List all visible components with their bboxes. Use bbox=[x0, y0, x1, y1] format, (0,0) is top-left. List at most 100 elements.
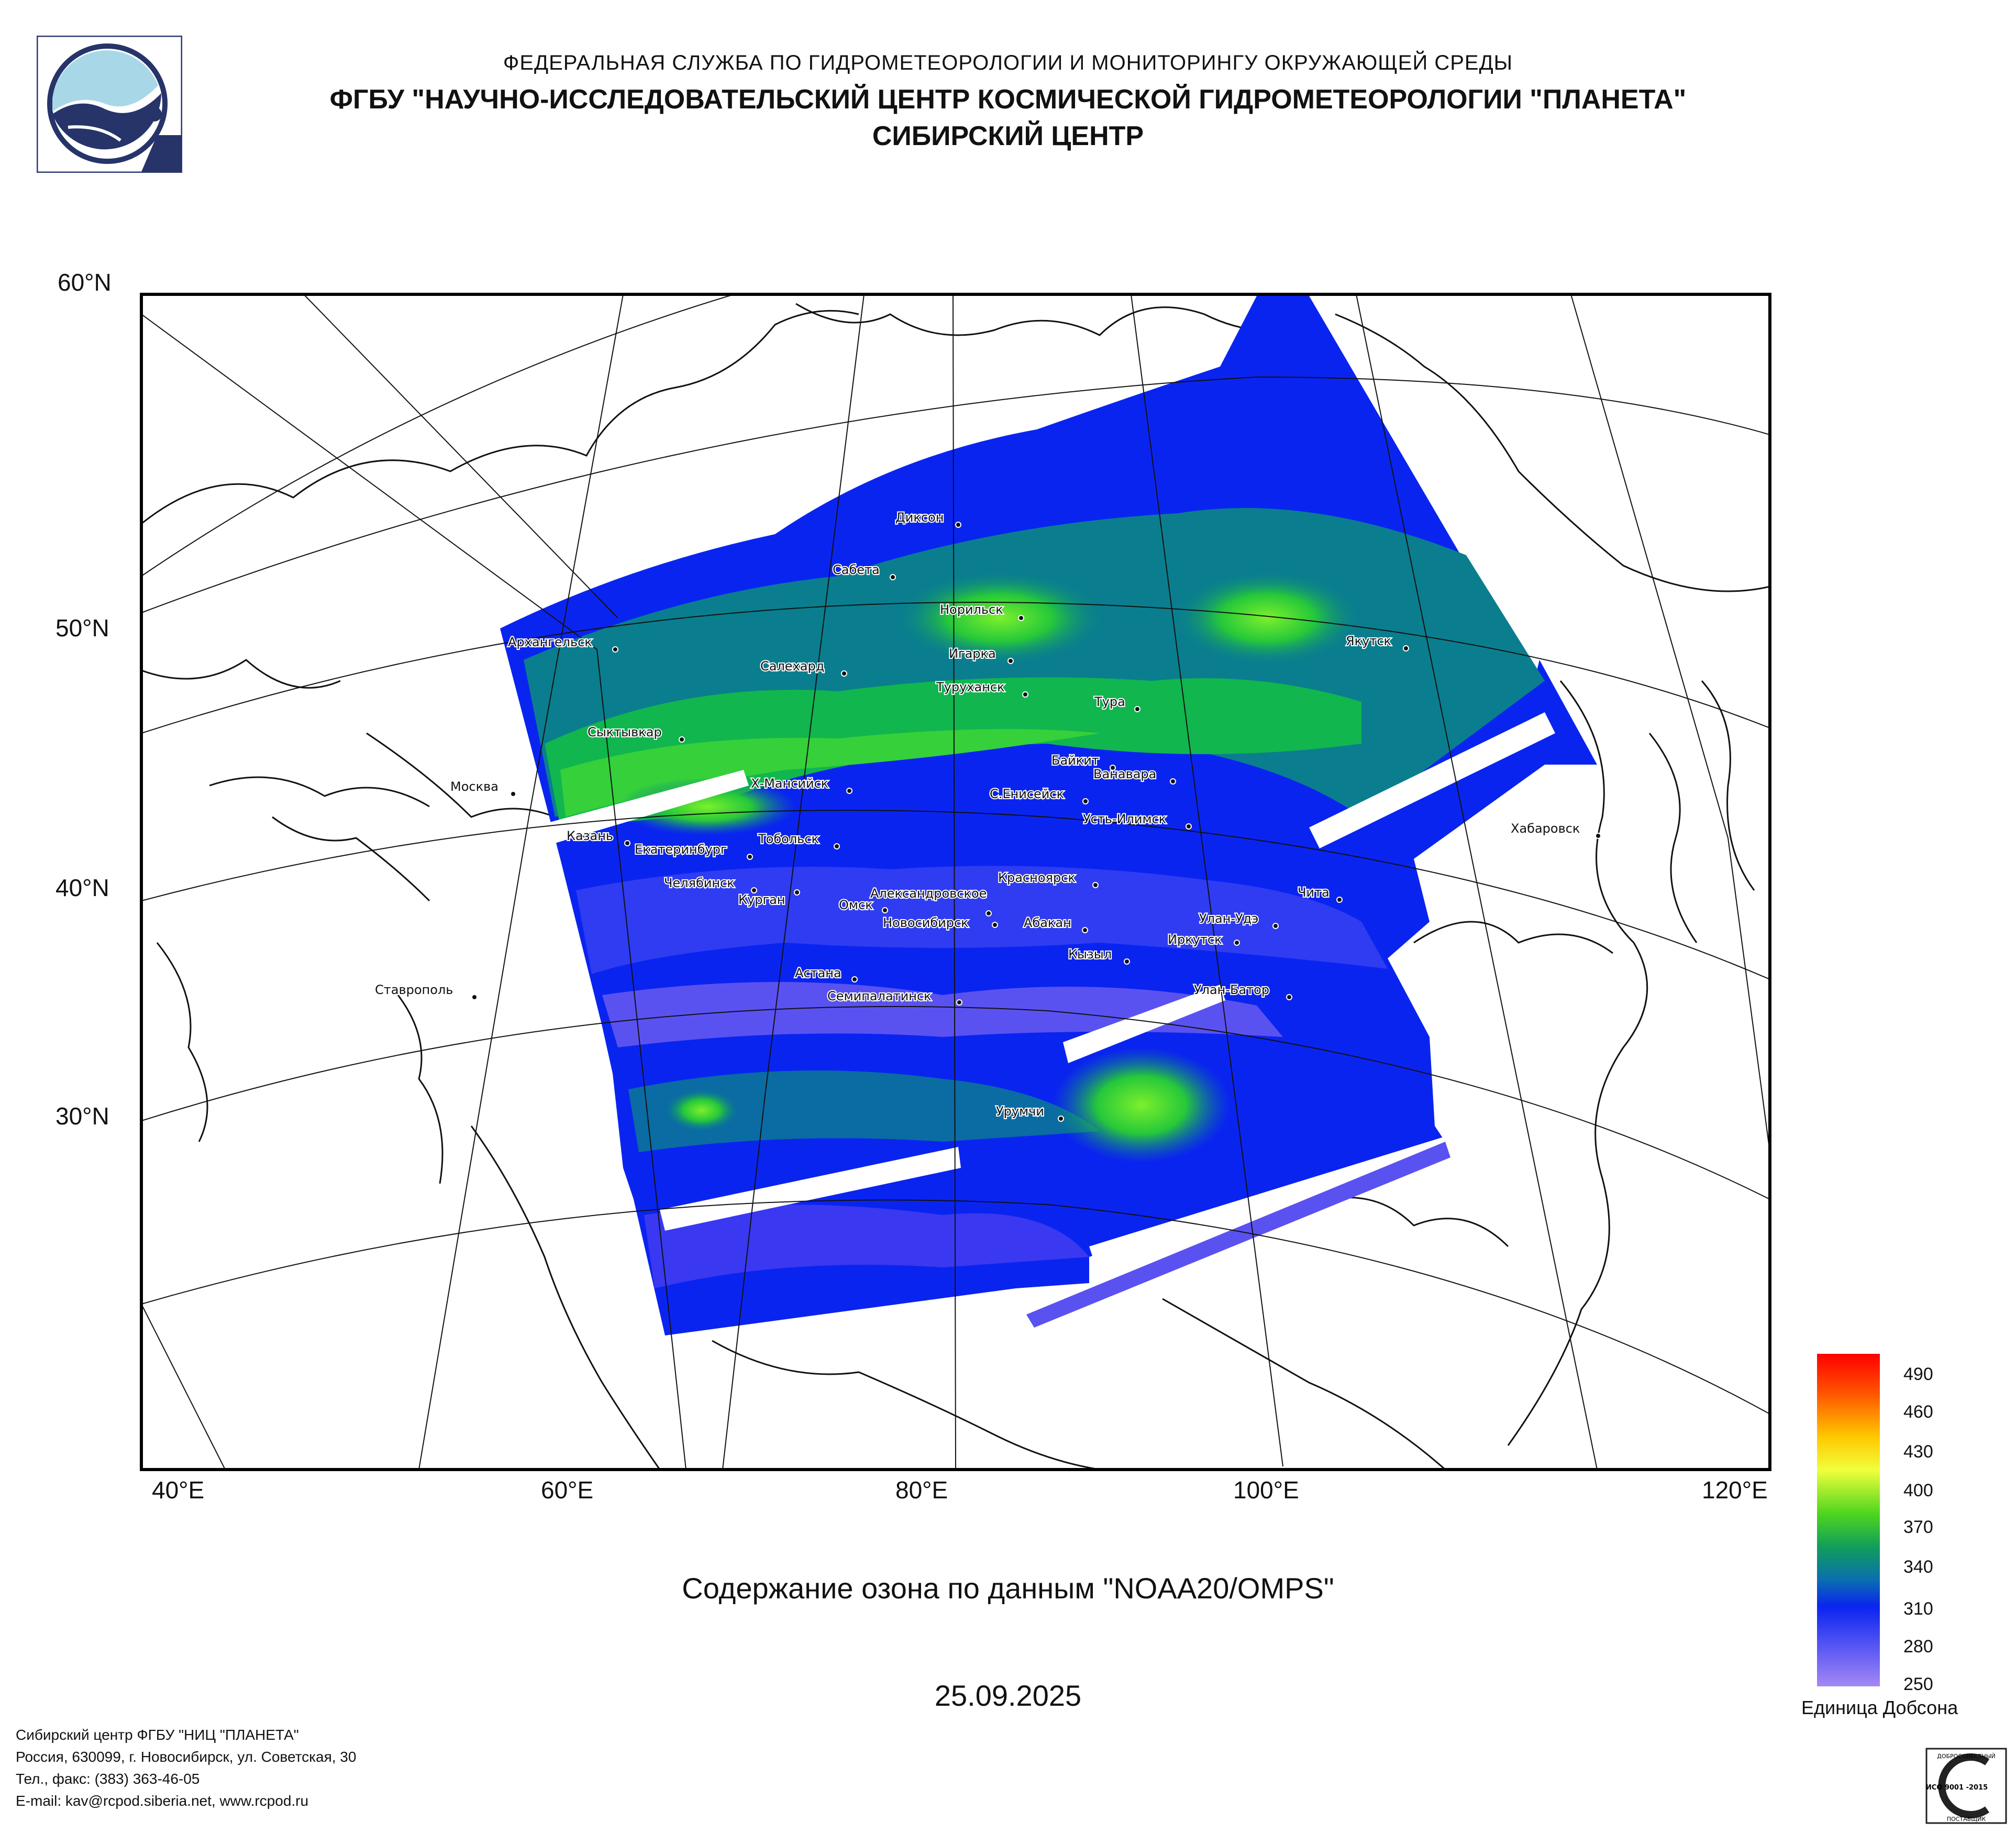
svg-text:Москва: Москва bbox=[450, 779, 499, 794]
city-arkhangelsk: Архангельск bbox=[507, 634, 618, 653]
city-dikson: Диксон bbox=[894, 509, 961, 528]
svg-text:Сабета: Сабета bbox=[833, 562, 880, 577]
svg-text:Чита: Чита bbox=[1298, 885, 1330, 900]
svg-text:Туруханск: Туруханск bbox=[936, 680, 1005, 694]
agency-title: ФЕДЕРАЛЬНАЯ СЛУЖБА ПО ГИДРОМЕТЕОРОЛОГИИ … bbox=[503, 51, 1513, 74]
legend-unit: Единица Добсона bbox=[1801, 1697, 1958, 1718]
lat-label-60: 60°N bbox=[58, 269, 112, 296]
city-chita: Чита bbox=[1297, 884, 1343, 903]
svg-text:Курган: Курган bbox=[738, 892, 785, 907]
city-astana: Астана bbox=[794, 965, 858, 982]
city-baykit: Байкит bbox=[1050, 752, 1116, 771]
city-kurgan: Курган bbox=[737, 889, 800, 908]
svg-text:Александровское: Александровское bbox=[870, 886, 987, 901]
svg-text:Иркутск: Иркутск bbox=[1168, 932, 1222, 947]
city-abakan: Абакан bbox=[1023, 914, 1088, 933]
lat-label-30: 30°N bbox=[56, 1102, 109, 1130]
legend-tick-370: 370 bbox=[1903, 1517, 1933, 1537]
legend-tick-430: 430 bbox=[1903, 1442, 1933, 1462]
legend-tick-280: 280 bbox=[1903, 1637, 1933, 1657]
city-norilsk: Норильск bbox=[939, 601, 1024, 621]
svg-text:Красноярск: Красноярск bbox=[998, 870, 1076, 885]
map-caption: Содержание озона по данным "NOAA20/OMPS" bbox=[682, 1572, 1334, 1605]
svg-text:Абакан: Абакан bbox=[1024, 915, 1071, 930]
city-aleksandrovskoe: Александровское bbox=[869, 885, 992, 916]
svg-text:Байкит: Байкит bbox=[1051, 753, 1099, 768]
svg-text:Норильск: Норильск bbox=[940, 602, 1003, 617]
legend-tick-400: 400 bbox=[1903, 1481, 1933, 1500]
svg-text:Якутск: Якутск bbox=[1346, 634, 1391, 648]
city-ulan-bator: Улан-Батор bbox=[1193, 981, 1292, 1000]
svg-text:Улан-Удэ: Улан-Удэ bbox=[1199, 911, 1258, 926]
city-moscow: Москва bbox=[449, 778, 516, 797]
legend-tick-490: 490 bbox=[1903, 1364, 1933, 1384]
legend-tick-460: 460 bbox=[1903, 1402, 1933, 1422]
svg-text:Урумчи: Урумчи bbox=[996, 1104, 1044, 1119]
city-ulan-ude: Улан-Удэ bbox=[1198, 910, 1279, 929]
svg-text:Новосибирск: Новосибирск bbox=[883, 915, 969, 930]
svg-text:Х-Мансийск: Х-Мансийск bbox=[751, 776, 828, 791]
city-irkutsk: Иркутск bbox=[1167, 931, 1240, 948]
svg-text:Хабаровск: Хабаровск bbox=[1511, 821, 1580, 836]
lat-label-40: 40°N bbox=[56, 874, 109, 901]
svg-text:Казань: Казань bbox=[567, 829, 613, 843]
institute-title: ФГБУ "НАУЧНО-ИССЛЕДОВАТЕЛЬСКИЙ ЦЕНТР КОС… bbox=[329, 84, 1687, 115]
city-turukhansk: Туруханск bbox=[935, 679, 1028, 698]
center-title: СИБИРСКИЙ ЦЕНТР bbox=[872, 121, 1144, 151]
city-igarka: Игарка bbox=[948, 645, 1014, 664]
svg-text:Ставрополь: Ставрополь bbox=[375, 982, 453, 997]
svg-text:ДОБРОСОВЕСТНЫЙ: ДОБРОСОВЕСТНЫЙ bbox=[1937, 1753, 1996, 1760]
svg-text:ИСО 9001 -2015: ИСО 9001 -2015 bbox=[1926, 1784, 1988, 1792]
city-semipalatinsk: Семипалатинск bbox=[826, 988, 962, 1006]
legend-tick-340: 340 bbox=[1903, 1557, 1933, 1577]
iso-9001-badge: ДОБРОСОВЕСТНЫЙ ПОСТАВЩИК ИСО 9001 -2015 bbox=[1925, 1748, 2007, 1824]
svg-text:Астана: Астана bbox=[795, 966, 841, 980]
footer-phone: Тел., факс: (383) 363-46-05 bbox=[16, 1771, 200, 1787]
footer-contacts: Сибирский центр ФГБУ "НИЦ "ПЛАНЕТА" Росс… bbox=[16, 1724, 356, 1812]
lon-label-100: 100°E bbox=[1233, 1476, 1299, 1504]
city-sabeta: Сабета bbox=[832, 561, 896, 580]
svg-text:Челябинск: Челябинск bbox=[664, 876, 735, 890]
lat-label-50: 50°N bbox=[56, 614, 109, 642]
svg-text:Сыктывкар: Сыктывкар bbox=[588, 725, 662, 739]
city-omsk: Омск bbox=[838, 897, 888, 913]
city-urumqi: Урумчи bbox=[995, 1103, 1064, 1122]
ozone-swath bbox=[500, 296, 1597, 1335]
footer-org: Сибирский центр ФГБУ "НИЦ "ПЛАНЕТА" bbox=[16, 1727, 299, 1743]
svg-text:Тура: Тура bbox=[1094, 694, 1125, 709]
lon-label-40: 40°E bbox=[152, 1476, 205, 1504]
city-khmansiysk: Х-Мансийск bbox=[750, 775, 852, 794]
city-salekhard: Салехард bbox=[759, 658, 847, 677]
graticule bbox=[141, 294, 1770, 1470]
svg-text:С.Енисейск: С.Енисейск bbox=[990, 787, 1064, 801]
city-krasnoyarsk: Красноярск bbox=[997, 869, 1099, 888]
svg-text:ПОСТАВЩИК: ПОСТАВЩИК bbox=[1947, 1816, 1986, 1823]
map-frame bbox=[140, 293, 1771, 1471]
legend-tick-250: 250 bbox=[1903, 1674, 1933, 1694]
legend-tick-310: 310 bbox=[1903, 1599, 1933, 1619]
lon-label-80: 80°E bbox=[895, 1476, 948, 1504]
city-vanavara: Ванавара bbox=[1092, 766, 1176, 785]
city-kyzyl: Кызыл bbox=[1067, 946, 1130, 965]
svg-text:Игарка: Игарка bbox=[949, 646, 996, 661]
svg-text:Ванавара: Ванавара bbox=[1093, 767, 1156, 781]
svg-text:Екатеринбург: Екатеринбург bbox=[635, 842, 727, 857]
svg-text:Омск: Омск bbox=[839, 898, 873, 912]
svg-text:Семипалатинск: Семипалатинск bbox=[827, 989, 932, 1003]
footer-address: Россия, 630099, г. Новосибирск, ул. Сове… bbox=[16, 1749, 357, 1765]
lon-label-120: 120°E bbox=[1702, 1476, 1768, 1504]
svg-text:Архангельск: Архангельск bbox=[508, 635, 592, 649]
lon-label-60: 60°E bbox=[541, 1476, 594, 1504]
svg-text:Усть-Илимск: Усть-Илимск bbox=[1083, 812, 1166, 826]
svg-text:Кызыл: Кызыл bbox=[1068, 947, 1112, 962]
svg-text:Улан-Батор: Улан-Батор bbox=[1194, 982, 1269, 997]
legend-colorbar bbox=[1817, 1354, 1880, 1686]
city-syktyvkar: Сыктывкар bbox=[586, 724, 685, 743]
map-date: 25.09.2025 bbox=[934, 1679, 1082, 1712]
svg-text:Диксон: Диксон bbox=[895, 510, 944, 525]
city-yakutsk: Якутск bbox=[1345, 633, 1409, 652]
planeta-logo bbox=[37, 36, 182, 173]
footer-email: E-mail: kav@rcpod.siberia.net, www.rcpod… bbox=[16, 1793, 309, 1809]
city-kazan: Казань bbox=[566, 827, 630, 846]
city-novosibirsk: Новосибирск bbox=[882, 914, 998, 931]
